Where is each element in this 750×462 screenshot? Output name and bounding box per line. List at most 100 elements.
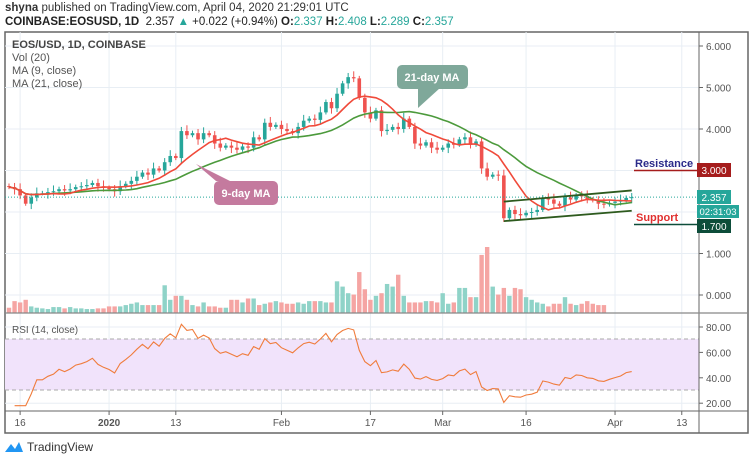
candle <box>196 129 200 145</box>
chart-frame <box>4 31 749 434</box>
volume-bar <box>507 295 512 313</box>
volume-bar <box>462 287 468 313</box>
tradingview-logo[interactable]: TradingView <box>4 440 93 454</box>
candle-body <box>68 189 72 191</box>
support-price-tag: 1.700 <box>697 219 731 233</box>
volume-bar <box>540 303 545 313</box>
candle <box>190 130 195 138</box>
candle-body <box>29 197 34 204</box>
time-tick-label: 16 <box>521 418 533 429</box>
candle-body <box>518 214 523 216</box>
candle-body <box>335 93 339 109</box>
volume-bar <box>423 301 429 313</box>
candle <box>596 196 601 210</box>
candle <box>129 176 134 190</box>
volume-bar <box>340 286 345 313</box>
candle <box>23 192 28 206</box>
ma21-callout: 21-day MA <box>397 65 468 108</box>
candle <box>557 201 562 208</box>
price-tick-label: 4.000 <box>706 125 731 136</box>
rsi-band <box>5 339 699 390</box>
candle <box>385 124 389 135</box>
volume-bar <box>407 302 412 313</box>
price-axis[interactable]: 6.000 5.000 4.000 1.000 0.000 <box>699 42 731 302</box>
time-axis[interactable]: 16 2020 13 Feb 17 Mar 16 Apr 13 <box>15 411 688 429</box>
volume-bar <box>451 302 456 313</box>
time-tick-label: 16 <box>15 418 27 429</box>
volume-bar <box>251 298 256 313</box>
candle-body <box>168 155 173 163</box>
volume-bar <box>17 302 23 313</box>
candle <box>552 193 556 208</box>
volume-bar <box>301 303 306 313</box>
volume-bar <box>206 306 212 313</box>
candle-body <box>90 182 95 186</box>
ma21-callout-text: 21-day MA <box>404 72 459 84</box>
candle-body <box>23 195 28 204</box>
candle-body <box>357 78 362 98</box>
candle-body <box>346 77 350 84</box>
candle-body <box>574 195 578 200</box>
volume-bar <box>6 307 12 313</box>
candle <box>546 193 551 205</box>
candle-body <box>613 201 617 203</box>
support-label: Support <box>636 212 678 224</box>
candle <box>268 116 273 131</box>
candle-body <box>440 147 445 150</box>
candle-body <box>629 197 634 199</box>
volume-bar <box>184 299 190 313</box>
candle-body <box>568 197 573 200</box>
volume-bar <box>212 306 217 313</box>
rsi-line <box>14 323 632 407</box>
volume-bar <box>318 301 323 313</box>
volume-bar <box>223 307 229 313</box>
tradingview-logo-icon <box>5 442 23 452</box>
candle <box>251 131 256 152</box>
candle-body <box>123 183 128 187</box>
candle-body <box>401 118 406 129</box>
candle-body <box>457 139 462 145</box>
volume-bar <box>284 303 290 313</box>
candle-body <box>385 129 389 132</box>
candle-body <box>224 145 228 148</box>
candle <box>535 204 539 216</box>
candle-body <box>107 187 111 190</box>
candle-body <box>246 146 250 148</box>
volume-bar <box>579 303 584 313</box>
candle-body <box>207 133 211 136</box>
candle-body <box>579 195 584 197</box>
candle-body <box>151 168 156 175</box>
candle-body <box>490 174 495 177</box>
candle-body <box>229 145 234 148</box>
candle-body <box>7 186 11 188</box>
volume-bar <box>23 299 28 313</box>
open-value: 2.337 <box>293 16 323 28</box>
volume-bar <box>551 303 557 313</box>
candle <box>340 80 345 96</box>
candle-body <box>313 118 317 120</box>
candle <box>224 143 228 150</box>
candle-body <box>507 209 512 219</box>
candle-body <box>552 199 556 204</box>
candle-body <box>212 135 217 144</box>
candle-body <box>557 203 562 206</box>
volume-bar <box>312 301 317 313</box>
candle <box>518 208 523 220</box>
candle <box>313 114 317 126</box>
volume-bar <box>429 301 434 313</box>
candle-body <box>318 112 323 120</box>
candle <box>357 75 362 100</box>
candle-body <box>218 143 223 148</box>
volume-bar <box>162 285 167 313</box>
rsi-tick-label: 80.00 <box>706 323 731 334</box>
legend-title: EOS/USD, 1D, COINBASE <box>12 39 146 51</box>
candle-body <box>129 180 134 184</box>
candle <box>90 180 95 188</box>
candle <box>629 193 634 204</box>
volume-bar <box>118 306 123 313</box>
candle-body <box>146 172 150 175</box>
candle <box>7 183 11 190</box>
volume-bar <box>590 303 595 313</box>
low-label: L: <box>369 16 381 28</box>
